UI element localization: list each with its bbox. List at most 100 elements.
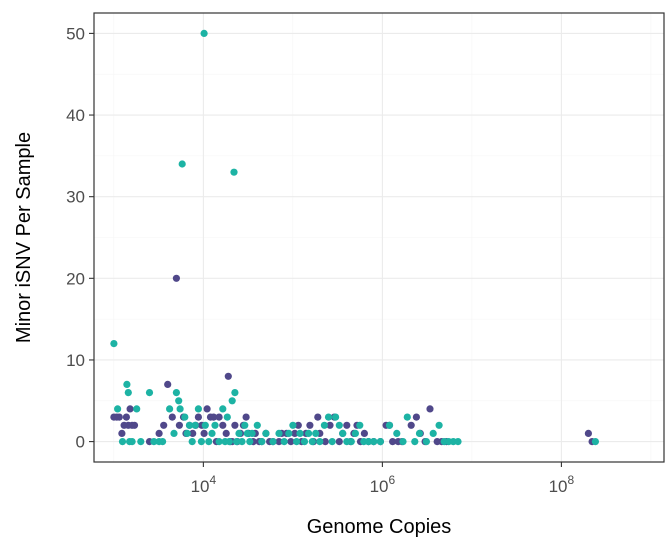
data-point-series-1 <box>130 421 139 429</box>
data-point-series-2 <box>435 421 443 429</box>
data-point-series-1 <box>321 438 329 446</box>
data-point-series-1 <box>215 413 223 421</box>
data-point-series-2 <box>208 429 216 437</box>
data-point-series-1 <box>287 438 295 446</box>
axes: 0 10 20 30 40 50 104 106 108 <box>66 24 574 496</box>
data-point-series-1 <box>275 438 283 446</box>
data-point-series-2 <box>364 438 373 446</box>
data-point-series-2 <box>128 438 136 446</box>
data-point-series-1 <box>222 429 230 437</box>
data-point-series-1 <box>203 405 211 413</box>
data-point-series-1 <box>164 380 172 388</box>
data-point-series-1 <box>126 405 134 413</box>
data-point-series-2 <box>197 438 205 446</box>
data-point-series-1 <box>219 421 227 429</box>
data-point-series-1 <box>360 429 368 437</box>
x-tick-label: 108 <box>549 473 575 496</box>
data-point-series-2 <box>230 168 238 176</box>
y-tick-label: 40 <box>66 106 85 125</box>
data-point-series-2 <box>183 429 191 437</box>
data-point-series-2 <box>231 389 239 397</box>
data-point-series-1 <box>412 413 420 421</box>
data-point-series-2 <box>159 438 167 446</box>
data-point-series-2 <box>145 389 154 397</box>
data-point-series-2 <box>258 438 266 446</box>
data-point-series-1 <box>426 405 434 413</box>
data-point-series-2 <box>347 438 355 446</box>
data-point-series-2 <box>351 429 359 437</box>
data-point-series-2 <box>300 438 309 446</box>
data-point-series-2 <box>339 429 347 437</box>
data-point-series-1 <box>343 421 351 429</box>
data-point-series-2 <box>133 405 141 413</box>
data-points <box>110 29 600 446</box>
data-point-series-1 <box>326 421 334 429</box>
data-point-series-2 <box>172 389 180 397</box>
x-axis-title: Genome Copies <box>307 516 452 538</box>
data-point-series-2 <box>422 438 430 446</box>
data-point-series-2 <box>124 389 132 397</box>
data-point-series-2 <box>137 438 145 446</box>
data-point-series-2 <box>262 429 270 437</box>
data-point-series-2 <box>356 421 364 429</box>
data-point-series-2 <box>370 438 378 446</box>
data-point-series-2 <box>178 160 186 168</box>
data-point-series-2 <box>399 438 407 446</box>
data-point-series-1 <box>175 421 183 429</box>
data-point-series-2 <box>181 413 189 421</box>
data-point-series-2 <box>411 438 419 446</box>
data-point-series-2 <box>308 438 316 446</box>
data-point-series-2 <box>324 413 333 421</box>
data-point-series-2 <box>376 438 384 446</box>
data-point-series-2 <box>280 438 288 446</box>
data-point-series-2 <box>223 413 231 421</box>
data-point-series-2 <box>235 429 243 437</box>
data-point-series-2 <box>176 405 184 413</box>
data-point-series-2 <box>293 438 301 446</box>
data-point-series-2 <box>215 438 223 446</box>
data-point-series-2 <box>114 405 122 413</box>
y-tick-label: 20 <box>66 269 85 288</box>
data-point-series-1 <box>155 429 163 437</box>
data-point-series-1 <box>168 413 176 421</box>
data-point-series-2 <box>241 421 249 429</box>
data-point-series-2 <box>238 438 246 446</box>
data-point-series-2 <box>150 438 158 446</box>
data-point-series-1 <box>407 421 415 429</box>
data-point-series-1 <box>291 429 299 437</box>
grid <box>94 13 664 462</box>
data-point-series-2 <box>335 421 343 429</box>
data-point-series-2 <box>403 413 411 421</box>
data-point-series-1 <box>200 429 208 437</box>
data-point-series-2 <box>233 438 241 446</box>
data-point-series-2 <box>205 438 213 446</box>
data-point-series-2 <box>393 429 401 437</box>
data-point-series-1 <box>122 413 130 421</box>
data-point-series-2 <box>296 429 304 437</box>
data-point-series-2 <box>275 429 283 437</box>
data-point-series-2 <box>246 438 254 446</box>
y-tick-label: 50 <box>66 24 85 43</box>
data-point-series-2 <box>123 380 131 388</box>
data-point-series-1 <box>242 413 250 421</box>
data-point-series-1 <box>314 413 322 421</box>
data-point-series-2 <box>228 397 236 405</box>
data-point-series-2 <box>269 438 277 446</box>
data-point-series-2 <box>201 421 209 429</box>
data-point-series-1 <box>224 372 232 380</box>
data-point-series-2 <box>591 438 600 446</box>
data-point-series-2 <box>188 438 196 446</box>
data-point-series-2 <box>166 405 174 413</box>
data-point-series-2 <box>211 421 219 429</box>
data-point-series-2 <box>385 421 394 429</box>
data-point-series-2 <box>110 340 118 348</box>
data-point-series-2 <box>175 397 183 405</box>
data-point-series-1 <box>584 429 593 437</box>
data-point-series-1 <box>194 413 202 421</box>
plot-panel-border <box>93 12 665 463</box>
y-tick-label: 30 <box>66 188 85 207</box>
data-point-series-1 <box>389 438 397 446</box>
data-point-series-1 <box>210 413 218 421</box>
data-point-series-2 <box>118 438 127 446</box>
